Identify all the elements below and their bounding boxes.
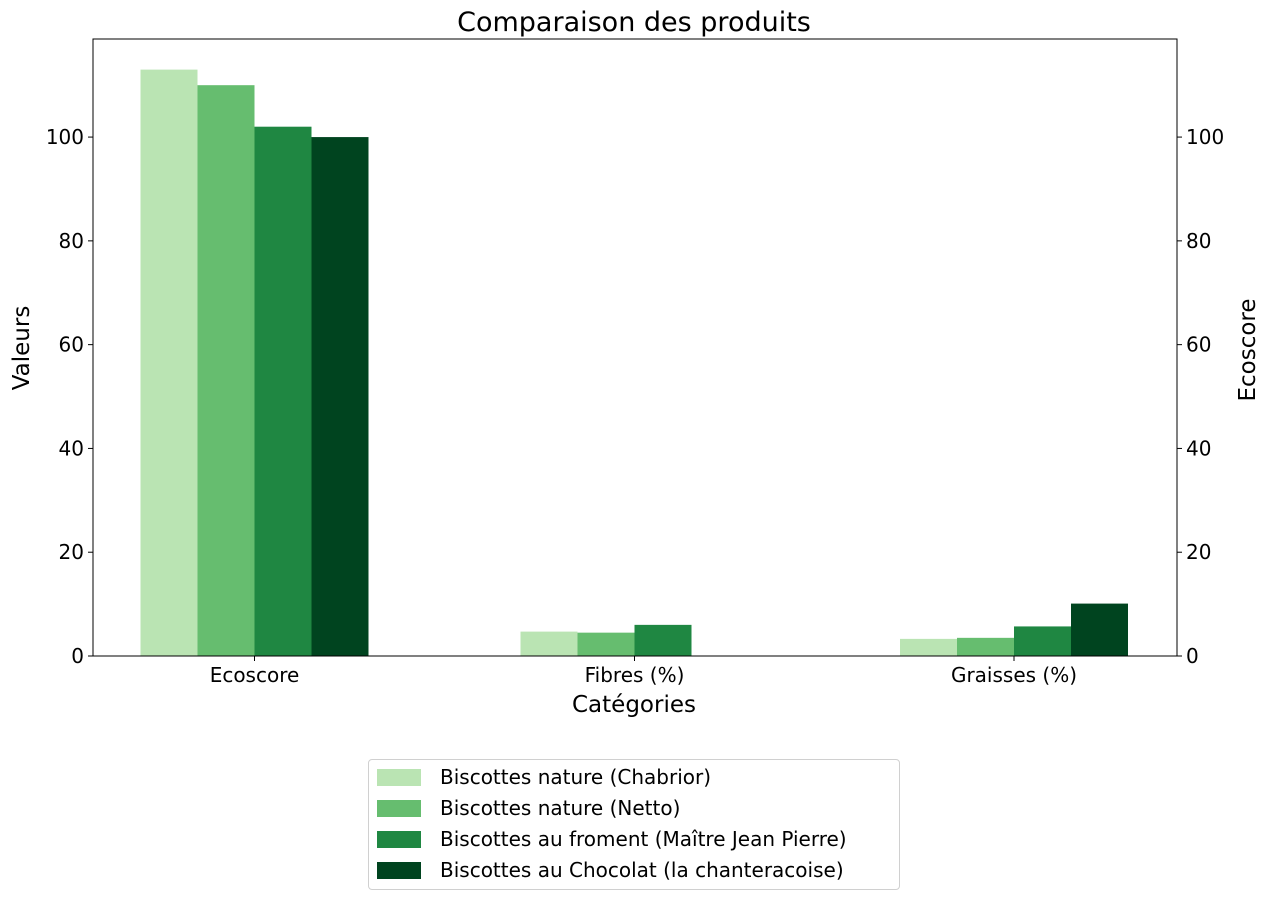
- legend-label: Biscottes au froment (Maître Jean Pierre…: [440, 827, 847, 851]
- y-axis-right-ticks: 0 20 40 60 80 100: [1177, 125, 1224, 668]
- legend-label: Biscottes nature (Netto): [440, 796, 681, 820]
- chart-title: Comparaison des produits: [457, 7, 811, 38]
- y-right-tick-label: 80: [1186, 229, 1211, 253]
- y-left-tick-label: 100: [46, 125, 84, 149]
- legend-swatch: [377, 830, 421, 848]
- legend-label: Biscottes nature (Chabrior): [440, 765, 712, 789]
- x-tick-label: Fibres (%): [585, 663, 685, 687]
- bar-series-2-cat-0: [254, 126, 312, 657]
- legend-swatch: [377, 861, 421, 879]
- legend-label: Biscottes au Chocolat (la chanteracoise): [440, 858, 844, 882]
- plot-frame: [92, 38, 1178, 657]
- bar-series-1-cat-0: [197, 85, 255, 656]
- legend-swatch: [377, 768, 421, 786]
- bar-series-3-cat-0: [311, 137, 369, 656]
- y-left-tick-label: 80: [59, 229, 84, 253]
- bar-series-0-cat-2: [900, 638, 957, 656]
- x-tick-label: Ecoscore: [210, 663, 300, 687]
- bar-series-1-cat-1: [577, 632, 635, 656]
- y-left-tick-label: 60: [59, 333, 84, 357]
- y-right-tick-label: 60: [1186, 333, 1211, 357]
- legend: Biscottes nature (Chabrior) Biscottes nat…: [368, 759, 900, 890]
- y-right-tick-label: 100: [1186, 125, 1224, 149]
- legend-item: Biscottes nature (Chabrior): [377, 765, 711, 789]
- bar-series-3-cat-2: [1071, 603, 1128, 656]
- bar-series-0-cat-1: [520, 631, 578, 656]
- y-right-tick-label: 40: [1186, 436, 1211, 460]
- bar-series-1-cat-2: [957, 637, 1014, 656]
- y-axis-right-label: Ecoscore: [1235, 298, 1261, 401]
- y-axis-left-ticks: 0 20 40 60 80 100: [46, 125, 93, 668]
- y-left-tick-label: 0: [71, 644, 84, 668]
- y-left-tick-label: 40: [59, 436, 84, 460]
- bar-series-2-cat-1: [634, 624, 692, 656]
- y-axis-left-label: Valeurs: [9, 306, 35, 391]
- bars-group: [140, 69, 1128, 657]
- legend-item: Biscottes au froment (Maître Jean Pierre…: [377, 827, 847, 851]
- legend-item: Biscottes nature (Netto): [377, 796, 680, 820]
- bar-series-0-cat-0: [140, 69, 198, 657]
- y-left-tick-label: 20: [59, 540, 84, 564]
- y-right-tick-label: 20: [1186, 540, 1211, 564]
- y-right-tick-label: 0: [1186, 644, 1199, 668]
- bar-series-2-cat-2: [1014, 626, 1071, 656]
- legend-swatch: [377, 799, 421, 817]
- x-axis-ticks: Ecoscore Fibres (%) Graisses (%): [210, 656, 1077, 687]
- x-tick-label: Graisses (%): [951, 663, 1077, 687]
- x-axis-label: Catégories: [572, 692, 696, 718]
- legend-item: Biscottes au Chocolat (la chanteracoise): [377, 858, 844, 882]
